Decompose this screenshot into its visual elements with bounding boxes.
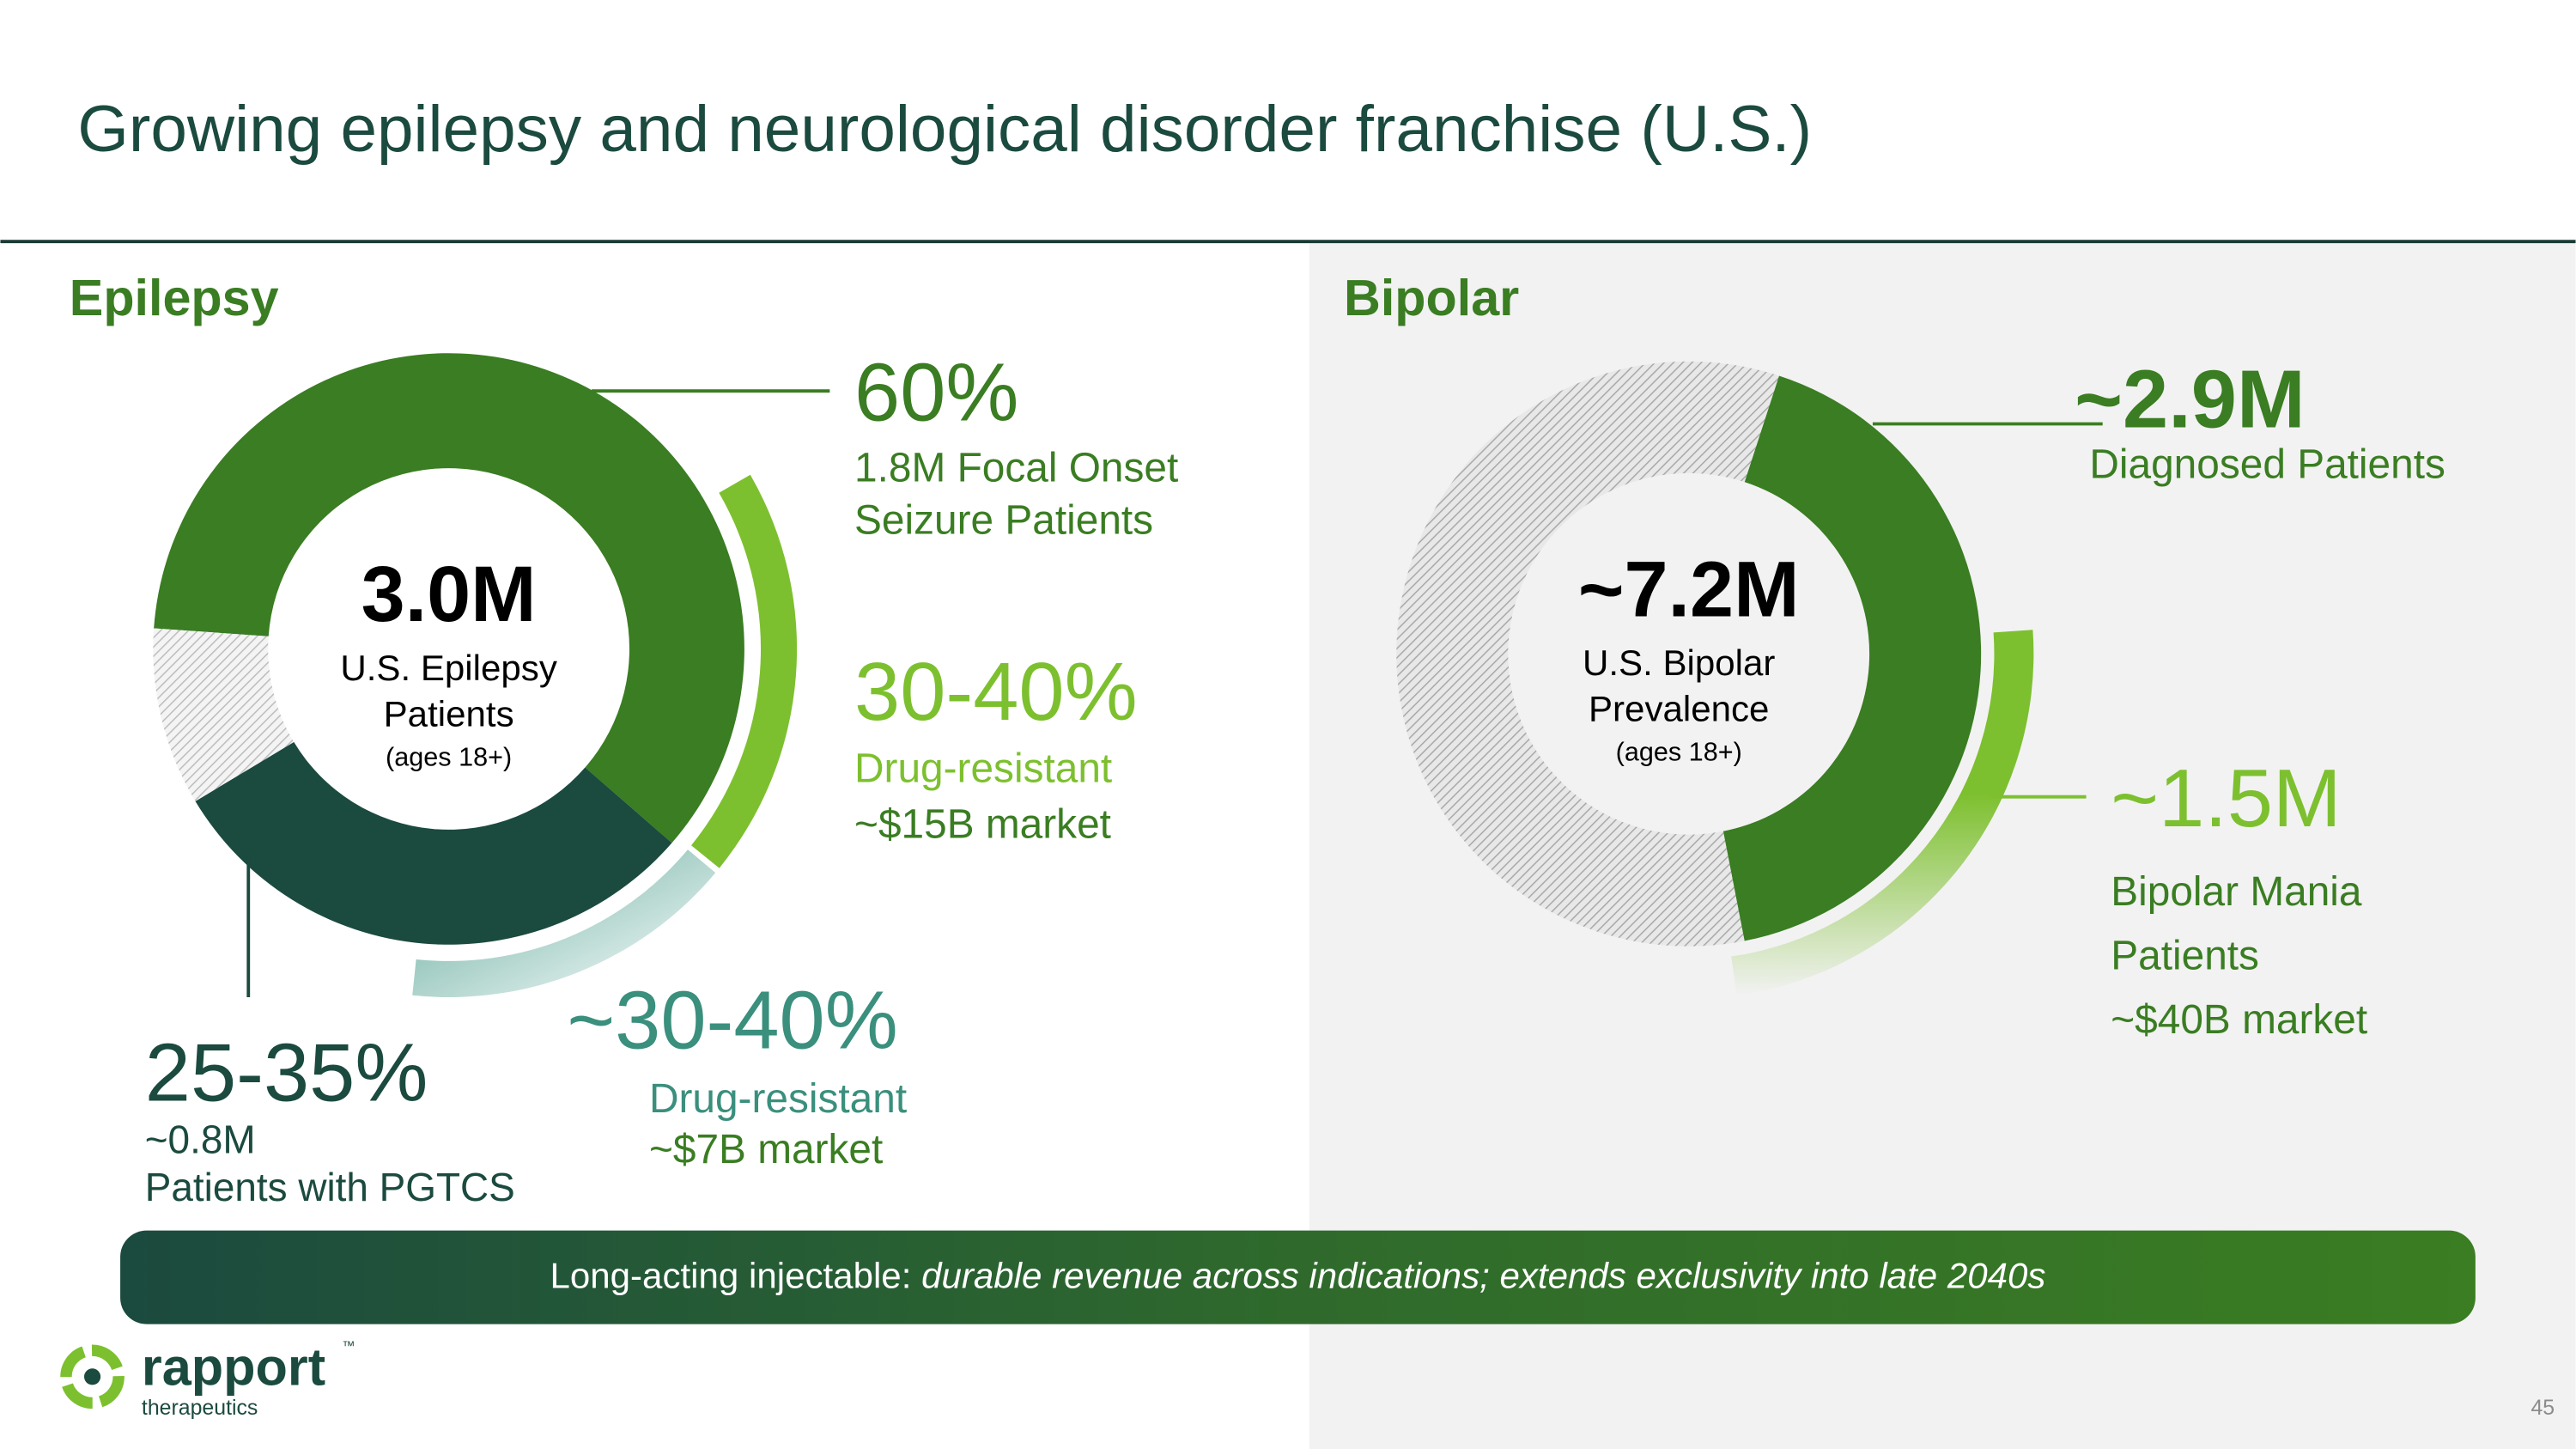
label: Diagnosed Patients: [2089, 442, 2445, 488]
center-value: 3.0M: [361, 551, 537, 638]
center-label: Prevalence: [1589, 689, 1769, 729]
trademark: ™: [342, 1339, 355, 1354]
banner: [120, 1230, 2476, 1324]
tagline: therapeutics: [142, 1396, 258, 1420]
epilepsy: Epilepsy 3.0M U.S. Epilepsy Patients (ag…: [70, 269, 1178, 1209]
label: ~$15B market: [854, 801, 1111, 847]
heading: Bipolar: [1344, 269, 1519, 326]
banner-lead: Long-acting injectable:: [550, 1256, 921, 1296]
label: Seizure Patients: [854, 498, 1153, 544]
donut-segment: [412, 849, 716, 998]
title: Growing epilepsy and neurological disord…: [77, 93, 1812, 166]
bipolar: Bipolar ~7.2M U.S. Bipolar Prevalence (a…: [1344, 269, 2445, 1043]
value: ~2.9M: [2075, 353, 2305, 445]
value: 30-40%: [854, 646, 1138, 738]
donut-segment: [195, 741, 672, 945]
logo: rapport ™ therapeutics: [60, 1337, 355, 1420]
center-label: U.S. Epilepsy: [340, 648, 556, 688]
banner-emphasis: durable revenue across indications; exte…: [921, 1256, 2045, 1296]
label: Drug-resistant: [854, 746, 1112, 791]
value: 25-35%: [145, 1027, 428, 1119]
donut-segment: [153, 628, 295, 801]
label: Patients with PGTCS: [145, 1165, 515, 1209]
heading: Epilepsy: [70, 269, 279, 326]
donut-segment: [154, 353, 744, 843]
label: Patients: [2111, 933, 2259, 978]
center-label: U.S. Bipolar: [1583, 642, 1775, 683]
banner-text: Long-acting injectable: durable revenue …: [550, 1256, 2045, 1296]
value: ~1.5M: [2111, 752, 2341, 844]
donut-segment: [1731, 630, 2034, 996]
label: ~$40B market: [2111, 997, 2367, 1043]
label: ~$7B market: [649, 1127, 883, 1172]
center-label: Patients: [384, 693, 514, 734]
donut-segment: [1396, 361, 1779, 947]
label: Bipolar Mania: [2111, 869, 2362, 915]
page-number: 45: [2530, 1396, 2555, 1420]
label: Drug-resistant: [649, 1076, 907, 1122]
center-note: (ages 18+): [1616, 738, 1742, 767]
center-note: (ages 18+): [386, 742, 512, 771]
donut-segment: [691, 474, 798, 868]
donuts: [153, 353, 2034, 998]
label: ~0.8M: [145, 1117, 256, 1162]
donut-segment: [1722, 375, 1982, 941]
value: ~30-40%: [567, 974, 897, 1066]
value: 60%: [854, 347, 1018, 439]
logo-word: rapport: [142, 1337, 325, 1396]
center-value: ~7.2M: [1578, 545, 1800, 633]
label: 1.8M Focal Onset: [854, 445, 1178, 490]
